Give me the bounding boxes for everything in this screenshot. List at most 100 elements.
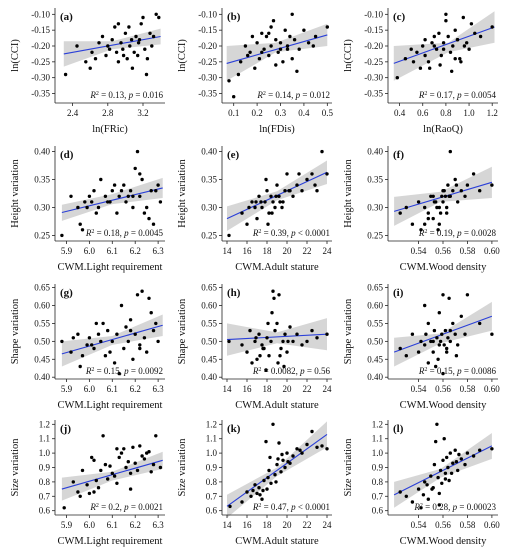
data-point xyxy=(428,66,432,70)
data-point xyxy=(403,57,408,61)
data-point xyxy=(432,462,437,467)
data-point xyxy=(295,183,299,187)
data-point xyxy=(439,53,443,58)
x-tick-label: 14 xyxy=(223,384,233,394)
data-point xyxy=(444,12,448,16)
x-tick-label: 2.8 xyxy=(102,108,114,118)
y-tick-label: 0.35 xyxy=(201,175,217,185)
data-point xyxy=(245,222,249,226)
data-point xyxy=(147,450,151,454)
x-tick-label: 6.3 xyxy=(153,384,165,394)
data-point xyxy=(416,487,421,491)
data-point xyxy=(248,328,252,333)
data-point xyxy=(440,332,444,336)
data-point xyxy=(437,31,441,35)
data-point xyxy=(434,439,438,444)
data-point xyxy=(128,487,133,491)
y-tick-label: 0.50 xyxy=(34,336,50,346)
data-point xyxy=(141,15,145,20)
data-point xyxy=(69,194,73,198)
data-point xyxy=(119,41,123,45)
x-tick-label: 0.58 xyxy=(460,384,476,394)
y-tick-label: 0.45 xyxy=(367,354,383,364)
data-point xyxy=(416,200,421,204)
x-tick-label: 0.54 xyxy=(411,384,427,394)
data-point xyxy=(265,487,269,491)
data-point xyxy=(463,462,467,467)
data-point xyxy=(236,72,241,77)
data-point xyxy=(123,31,128,35)
data-point xyxy=(286,460,290,464)
y-tick-label: 0.9 xyxy=(39,463,51,473)
panel-g: 5.9 6.0 6.1 6.2 6.3 0.40 0.45 0.50 0.55 0.60 0.65 C… xyxy=(10,283,165,411)
data-point xyxy=(285,44,290,48)
data-point xyxy=(461,15,465,20)
data-point xyxy=(245,350,249,354)
data-point xyxy=(92,458,96,462)
data-point xyxy=(444,19,448,23)
data-point xyxy=(276,361,280,365)
y-tick-label: -0.15 xyxy=(31,25,50,35)
y-tick-label: -0.10 xyxy=(31,9,50,19)
data-point xyxy=(285,451,289,455)
data-point xyxy=(281,60,285,64)
y-tick-label: 0.45 xyxy=(201,354,217,364)
y-axis-title: Shape variation xyxy=(177,298,188,364)
data-point xyxy=(437,311,441,315)
data-point xyxy=(453,57,457,61)
x-tick-label: 0.4 xyxy=(394,108,406,118)
x-tick-label: 20 xyxy=(283,520,293,530)
data-point xyxy=(409,47,413,51)
data-point xyxy=(264,34,269,39)
data-point xyxy=(436,228,440,232)
data-point xyxy=(154,321,158,326)
data-point xyxy=(78,494,82,498)
data-point xyxy=(147,296,151,300)
data-point xyxy=(277,293,281,297)
data-point xyxy=(257,486,261,490)
x-tick-label: 6.0 xyxy=(84,384,96,394)
data-point xyxy=(277,194,281,198)
data-point xyxy=(465,451,470,455)
data-point xyxy=(443,477,448,481)
data-point xyxy=(253,483,257,487)
data-point xyxy=(419,506,423,510)
y-tick-label: -0.25 xyxy=(31,57,50,67)
data-point xyxy=(443,194,448,198)
data-point xyxy=(268,455,272,460)
y-tick-label: -0.10 xyxy=(364,9,383,19)
data-point xyxy=(150,44,154,48)
data-point xyxy=(260,31,264,35)
y-tick-label: 1.1 xyxy=(206,434,217,444)
y-tick-label: 0.30 xyxy=(34,202,50,212)
data-point xyxy=(128,189,133,193)
data-point xyxy=(274,38,278,42)
data-point xyxy=(145,350,149,354)
x-tick-label: 6.2 xyxy=(130,246,141,256)
x-tick-label: 0.4 xyxy=(298,108,310,118)
data-point xyxy=(305,339,309,344)
data-point xyxy=(262,478,266,483)
data-point xyxy=(84,60,88,64)
data-point xyxy=(156,339,160,344)
data-point xyxy=(300,451,304,455)
data-point xyxy=(275,183,279,187)
data-point xyxy=(291,194,295,198)
data-point xyxy=(453,332,457,336)
x-tick-label: 0.60 xyxy=(484,246,500,256)
data-point xyxy=(290,57,294,61)
data-point xyxy=(274,194,278,198)
y-tick-label: -0.35 xyxy=(31,89,50,99)
data-point xyxy=(132,50,136,54)
data-point xyxy=(419,339,423,344)
x-axis-title: CWM.Light requirement xyxy=(58,400,163,411)
stats-annotation: R2 = 0.2, p = 0.0021 xyxy=(89,502,163,512)
data-point xyxy=(136,53,140,58)
data-point xyxy=(429,194,433,198)
data-point xyxy=(269,194,273,198)
data-point xyxy=(315,445,319,449)
data-point xyxy=(124,465,128,470)
data-point xyxy=(108,350,112,354)
data-point xyxy=(283,189,287,193)
data-point xyxy=(251,488,255,493)
